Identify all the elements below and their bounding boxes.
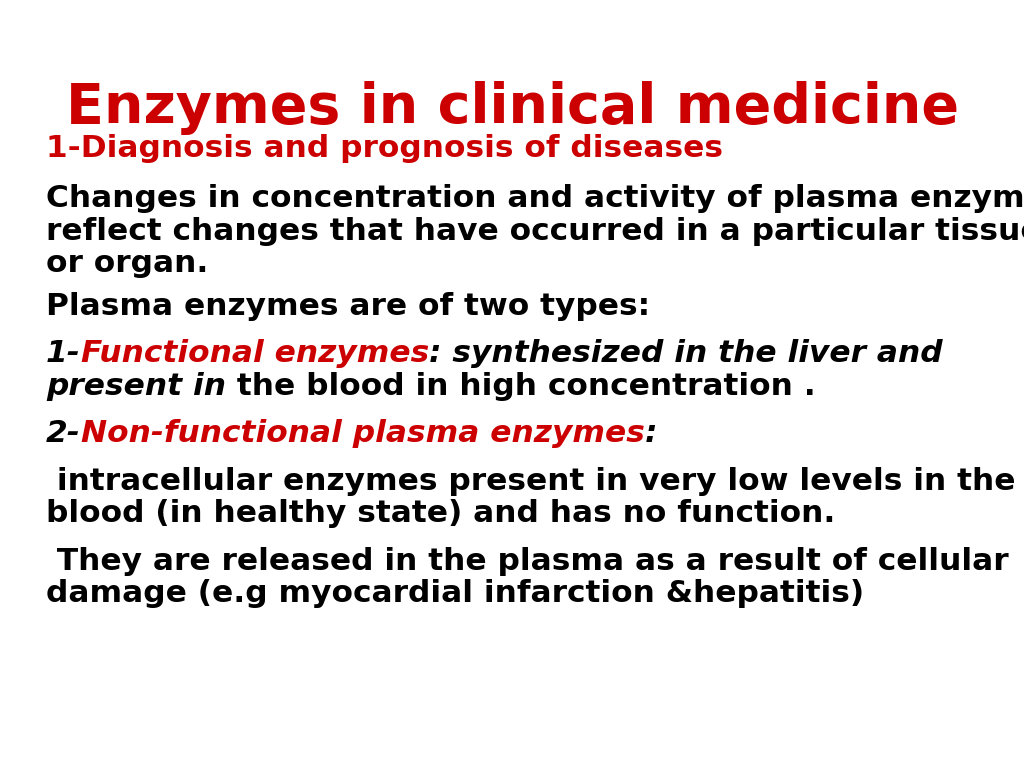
Text: reflect changes that have occurred in a particular tissue: reflect changes that have occurred in a … xyxy=(46,217,1024,246)
Text: 2-: 2- xyxy=(46,419,81,449)
Text: damage (e.g myocardial infarction &hepatitis): damage (e.g myocardial infarction &hepat… xyxy=(46,579,864,608)
Text: Enzymes in clinical medicine: Enzymes in clinical medicine xyxy=(66,81,958,134)
Text: the blood in high concentration .: the blood in high concentration . xyxy=(226,372,816,401)
Text: blood (in healthy state) and has no function.: blood (in healthy state) and has no func… xyxy=(46,499,836,528)
Text: They are released in the plasma as a result of cellular: They are released in the plasma as a res… xyxy=(46,547,1009,576)
Text: 1-Diagnosis and prognosis of diseases: 1-Diagnosis and prognosis of diseases xyxy=(46,134,723,164)
Text: Non-functional plasma enzymes: Non-functional plasma enzymes xyxy=(81,419,645,449)
Text: : synthesized in the liver and: : synthesized in the liver and xyxy=(429,339,943,369)
Text: present in: present in xyxy=(46,372,226,401)
Text: Plasma enzymes are of two types:: Plasma enzymes are of two types: xyxy=(46,292,650,321)
Text: or organ.: or organ. xyxy=(46,249,209,278)
Text: :: : xyxy=(645,419,657,449)
Text: 1-: 1- xyxy=(46,339,81,369)
Text: Functional enzymes: Functional enzymes xyxy=(81,339,429,369)
Text: intracellular enzymes present in very low levels in the: intracellular enzymes present in very lo… xyxy=(46,467,1016,496)
Text: Changes in concentration and activity of plasma enzymes: Changes in concentration and activity of… xyxy=(46,184,1024,214)
